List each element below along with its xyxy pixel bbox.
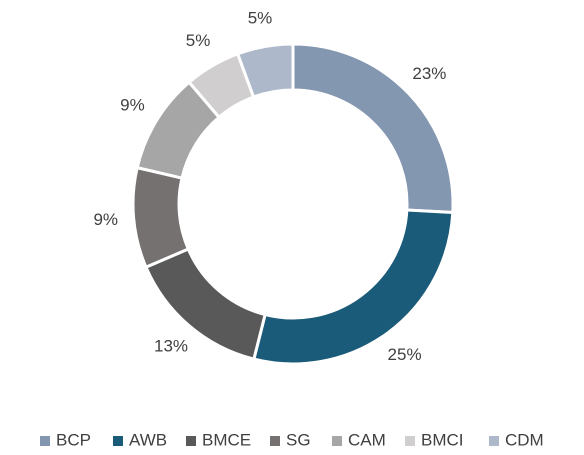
- legend-label: BCP: [56, 430, 91, 449]
- legend-swatch: [332, 436, 342, 446]
- legend-label: AWB: [129, 430, 167, 449]
- donut-slice: [252, 208, 455, 366]
- legend-label: BMCE: [202, 430, 251, 449]
- data-label: 9%: [93, 210, 118, 229]
- legend-swatch: [270, 436, 280, 446]
- data-label: 5%: [186, 31, 211, 50]
- data-label: 5%: [248, 8, 273, 27]
- legend-swatch: [113, 436, 123, 446]
- legend-swatch: [186, 436, 196, 446]
- donut-slice: [131, 165, 191, 270]
- legend-swatch: [489, 436, 499, 446]
- legend-label: BMCI: [421, 430, 464, 449]
- donut-slice: [235, 42, 295, 99]
- legend-swatch: [40, 436, 50, 446]
- data-label: 13%: [154, 337, 188, 356]
- data-label: 23%: [412, 64, 446, 83]
- data-label: 9%: [120, 96, 145, 115]
- legend-swatch: [405, 436, 415, 446]
- data-label: 25%: [388, 345, 422, 364]
- legend-label: SG: [286, 430, 311, 449]
- legend-label: CAM: [348, 430, 386, 449]
- legend-label: CDM: [505, 430, 544, 449]
